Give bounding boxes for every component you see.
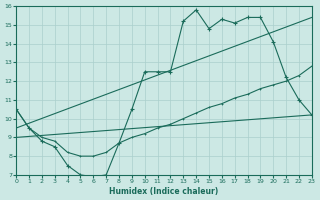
X-axis label: Humidex (Indice chaleur): Humidex (Indice chaleur) bbox=[109, 187, 219, 196]
